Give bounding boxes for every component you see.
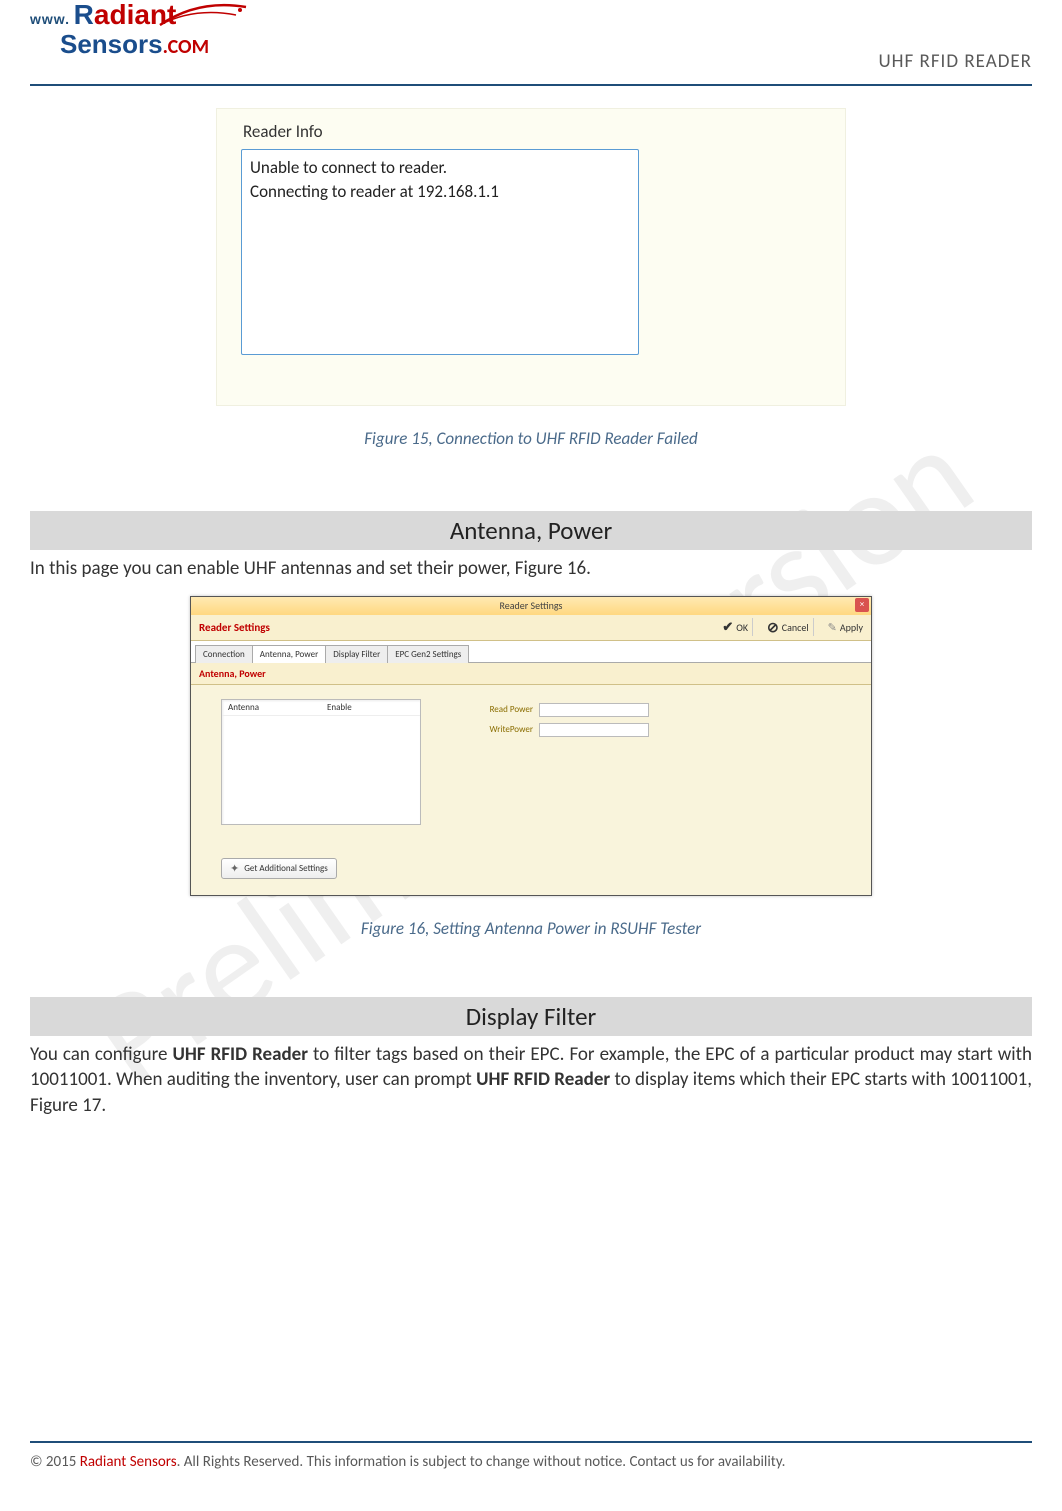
figure-16-dialog: Reader Settings × Reader Settings OK Can… — [190, 596, 872, 896]
read-power-input[interactable] — [539, 703, 649, 717]
page-number: Page 29 — [1056, 278, 1062, 343]
section-heading-display-filter: Display Filter — [30, 997, 1032, 1036]
reader-info-line1: Unable to connect to reader. — [250, 156, 630, 180]
logo-letter-r: R — [74, 0, 94, 30]
dialog-toolbar: Reader Settings OK Cancel Apply — [191, 615, 871, 641]
write-power-input[interactable] — [539, 723, 649, 737]
get-additional-label: Get Additional Settings — [244, 863, 328, 874]
cancel-button[interactable]: Cancel — [767, 619, 809, 636]
reader-info-line2: Connecting to reader at 192.168.1.1 — [250, 180, 630, 204]
dialog-body: Antenna Enable Read Power WritePower — [191, 685, 871, 895]
apply-label: Apply — [840, 621, 863, 634]
antenna-power-intro: In this page you can enable UHF antennas… — [30, 556, 1032, 582]
toolbar-separator — [813, 618, 814, 636]
reader-info-title: Reader Info — [243, 121, 323, 142]
toolbar-separator — [752, 618, 753, 636]
power-fields: Read Power WritePower — [471, 703, 649, 743]
logo-sensors: Sensors — [60, 29, 163, 59]
page-footer: © 2015 Radiant Sensors. All Rights Reser… — [30, 1441, 1032, 1471]
page-p: P — [1056, 332, 1062, 343]
dialog-subheading: Antenna, Power — [191, 663, 871, 685]
get-additional-settings-button[interactable]: Get Additional Settings — [221, 858, 337, 879]
logo-www: www. — [30, 11, 70, 27]
logo-com: .COM — [163, 35, 209, 59]
close-icon[interactable]: × — [855, 598, 869, 612]
section-heading-antenna-power: Antenna, Power — [30, 511, 1032, 550]
figure-16-caption: Figure 16, Setting Antenna Power in RSUH… — [30, 918, 1032, 939]
col-enable: Enable — [321, 700, 420, 715]
tab-connection[interactable]: Connection — [195, 645, 253, 663]
toolbar-title: Reader Settings — [199, 621, 712, 634]
dialog-titlebar: Reader Settings × — [191, 597, 871, 615]
ok-label: OK — [736, 621, 748, 634]
dialog-tabs: Connection Antenna, Power Display Filter… — [191, 641, 871, 663]
dialog-title: Reader Settings — [500, 599, 563, 612]
page-header: www. Radiant Sensors.COM UHF RFID READER — [30, 0, 1032, 86]
gear-icon — [230, 862, 239, 875]
apply-button[interactable]: Apply — [828, 621, 863, 634]
check-icon — [722, 620, 733, 635]
figure-15-caption: Figure 15, Connection to UHF RFID Reader… — [30, 428, 1032, 449]
df-bold-2: UHF RFID Reader — [476, 1068, 610, 1091]
cancel-icon — [767, 619, 779, 636]
logo-swoosh-icon — [158, 0, 248, 27]
col-antenna: Antenna — [222, 700, 321, 715]
reader-info-textbox: Unable to connect to reader. Connecting … — [241, 149, 639, 355]
tab-antenna-power[interactable]: Antenna, Power — [252, 645, 326, 663]
df-bold-1: UHF RFID Reader — [172, 1043, 308, 1066]
footer-brand: Radiant Sensors — [80, 1453, 177, 1471]
write-power-label: WritePower — [471, 724, 533, 735]
document-title: UHF RFID READER — [878, 50, 1032, 73]
display-filter-text: You can configure UHF RFID Reader to fil… — [30, 1042, 1032, 1119]
tab-display-filter[interactable]: Display Filter — [325, 645, 388, 663]
tab-epc-gen2[interactable]: EPC Gen2 Settings — [387, 645, 469, 663]
logo: www. Radiant Sensors.COM — [30, 2, 250, 72]
antenna-table: Antenna Enable — [221, 699, 421, 825]
read-power-label: Read Power — [471, 704, 533, 715]
cancel-label: Cancel — [782, 621, 809, 634]
footer-prefix: © 2015 — [30, 1453, 80, 1471]
ok-button[interactable]: OK — [722, 620, 748, 635]
apply-icon — [828, 621, 837, 634]
footer-rest: . All Rights Reserved. This information … — [177, 1453, 786, 1471]
figure-15-panel: Reader Info Unable to connect to reader.… — [216, 108, 846, 406]
df-text-1: You can configure — [30, 1043, 172, 1066]
